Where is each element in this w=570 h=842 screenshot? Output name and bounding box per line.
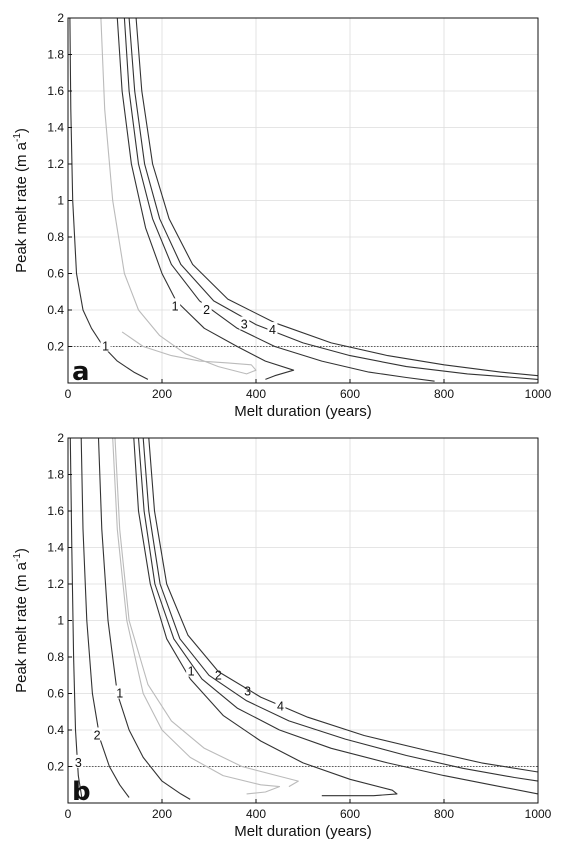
contour-label-bg <box>100 338 111 352</box>
y-axis-label-main: Peak melt rate (m a <box>13 561 30 693</box>
y-tick-label: 1.2 <box>47 157 64 171</box>
contour-label: 1 <box>172 299 179 313</box>
y-tick-label: 0.4 <box>47 303 64 317</box>
contour-line <box>142 437 539 782</box>
x-tick-label: 600 <box>340 807 360 821</box>
x-tick-label: 1000 <box>525 807 552 821</box>
y-tick-label: 0.2 <box>47 760 64 774</box>
contour-label-bg <box>170 298 181 312</box>
y-tick-label: 0.8 <box>47 230 64 244</box>
contour-line <box>123 17 435 382</box>
x-tick-label: 200 <box>152 807 172 821</box>
x-tick-label: 1000 <box>525 387 552 401</box>
contour-label: 3 <box>244 685 251 699</box>
contour-line <box>80 437 130 798</box>
y-tick-label: 1 <box>57 614 64 628</box>
y-tick-label: 1.6 <box>47 84 64 98</box>
contour-label: 3 <box>75 756 82 770</box>
y-tick-label: 0.4 <box>47 723 64 737</box>
contour-label: 2 <box>203 303 210 317</box>
panel-a: 1 1 2 3 4 0 200 400 600 800 1000 0.2 0.4 0.6 0.8 1 1.2 1.… <box>12 11 552 420</box>
y-tick-label: 1.2 <box>47 577 64 591</box>
contour-label-bg <box>275 698 286 712</box>
contour-label: 1 <box>116 687 123 701</box>
contour-line <box>128 17 539 380</box>
y-tick-label: 1.8 <box>47 48 64 62</box>
contour-line <box>137 437 539 795</box>
y-tick-label: 0.6 <box>47 687 64 701</box>
x-tick-label: 600 <box>340 387 360 401</box>
contour-label: 3 <box>241 318 248 332</box>
panel-letter: b <box>72 777 91 807</box>
x-tick-label: 0 <box>65 387 72 401</box>
contour-label: 4 <box>277 699 284 713</box>
contour-label: 1 <box>102 340 109 354</box>
contour-label-bg <box>186 663 197 677</box>
contour-label: 2 <box>94 728 101 742</box>
contour-line <box>100 17 257 375</box>
x-tick-label: 0 <box>65 807 72 821</box>
x-axis-label: Melt duration (years) <box>234 823 372 840</box>
y-axis-label-sup: -1 <box>12 133 23 142</box>
y-tick-label: 2 <box>57 431 64 445</box>
contour-line <box>114 437 299 788</box>
y-axis-label: Peak melt rate (m a-1) <box>12 128 30 273</box>
y-tick-label: 1.8 <box>47 468 64 482</box>
contour-line <box>133 437 398 797</box>
y-tick-label: 1.4 <box>47 541 64 555</box>
x-tick-label: 800 <box>434 807 454 821</box>
contour-label-bg <box>114 685 125 699</box>
contour-label-bg <box>201 302 212 315</box>
contour-label-bg <box>267 322 278 336</box>
y-axis-label: Peak melt rate (m a-1) <box>12 548 30 693</box>
y-tick-label: 1.4 <box>47 121 64 135</box>
x-tick-label: 800 <box>434 387 454 401</box>
x-axis-label: Melt duration (years) <box>234 403 372 420</box>
x-tick-label: 400 <box>246 387 266 401</box>
contour-line <box>135 17 539 377</box>
contour-label-bg <box>242 683 253 697</box>
contour-label: 1 <box>188 665 195 679</box>
contour-label: 2 <box>215 668 222 682</box>
y-tick-label: 0.2 <box>47 340 64 354</box>
y-tick-label: 0.6 <box>47 267 64 281</box>
contour-label-bg <box>239 316 250 330</box>
y-tick-label: 2 <box>57 11 64 25</box>
x-tick-label: 400 <box>246 807 266 821</box>
contour-label-bg <box>213 667 224 681</box>
y-tick-label: 1 <box>57 194 64 208</box>
contour-label: 4 <box>269 323 276 337</box>
contour-label-bg <box>73 754 84 768</box>
contour-line <box>112 437 281 795</box>
contour-line <box>69 17 149 380</box>
contour-line <box>97 437 191 800</box>
y-axis-label-end: ) <box>13 128 30 133</box>
x-tick-label: 200 <box>152 387 172 401</box>
y-axis-label-sup: -1 <box>12 553 23 562</box>
panel-letter: a <box>72 357 90 387</box>
contour-label-bg <box>92 727 103 741</box>
contour-line <box>69 437 83 800</box>
y-tick-label: 0.8 <box>47 650 64 664</box>
contour-line <box>148 437 539 773</box>
y-tick-label: 1.6 <box>47 504 64 518</box>
contour-line <box>116 17 295 380</box>
y-axis-label-main: Peak melt rate (m a <box>13 141 30 273</box>
y-axis-label-end: ) <box>13 548 30 553</box>
